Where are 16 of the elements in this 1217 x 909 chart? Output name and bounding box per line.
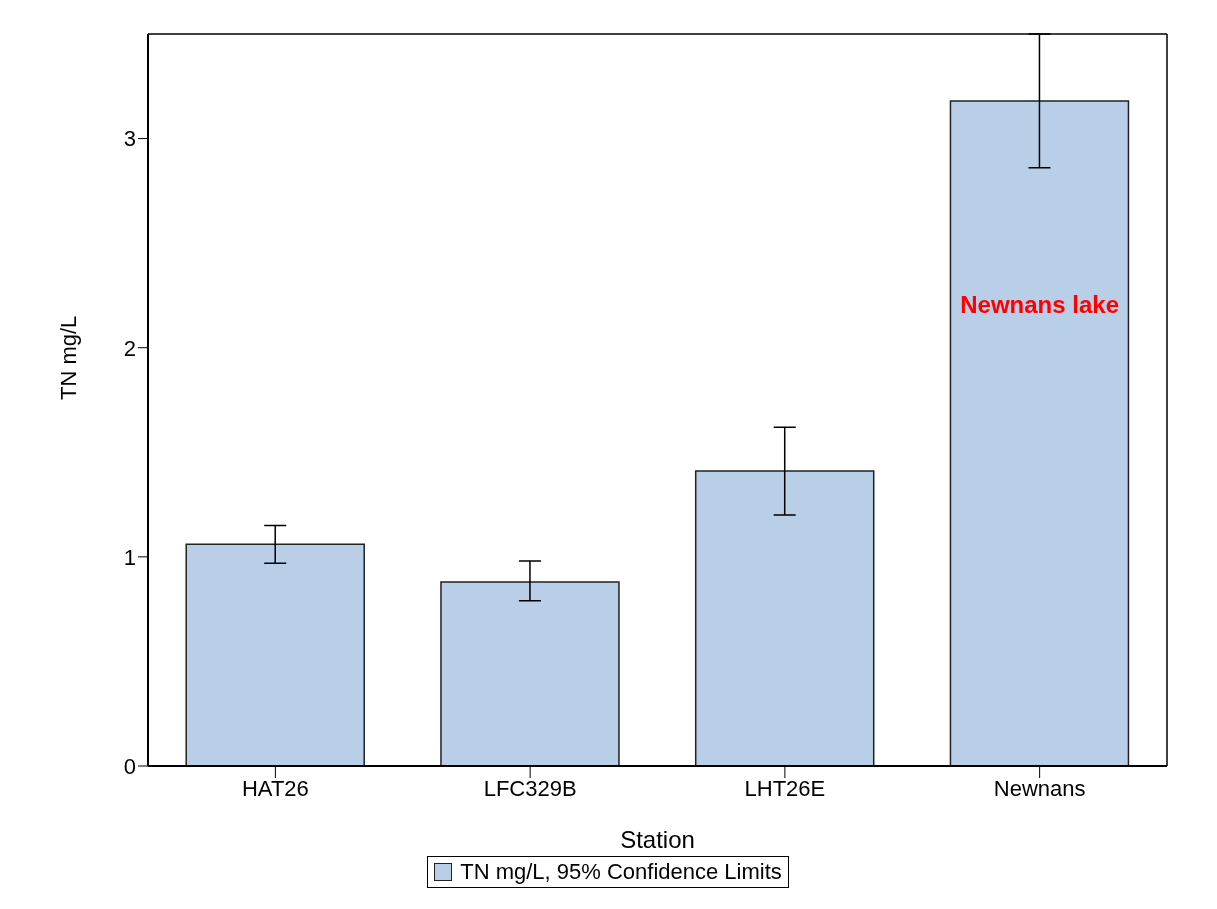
bar xyxy=(185,543,365,766)
x-tick-label: LHT26E xyxy=(744,775,826,801)
bar xyxy=(440,581,620,766)
y-tick-label: 3 xyxy=(123,126,136,152)
annotation: Newnans lake xyxy=(960,291,1119,319)
y-tick-label: 1 xyxy=(123,544,136,570)
y-tick-label: 2 xyxy=(123,335,136,361)
y-tick-label: 0 xyxy=(123,753,136,779)
x-tick-label: HAT26 xyxy=(241,775,309,801)
x-tick-label: Newnans xyxy=(993,775,1086,801)
bar xyxy=(949,100,1130,766)
x-tick-label: LFC329B xyxy=(483,775,577,801)
bar xyxy=(694,470,875,766)
y-axis-title: TN mg/L xyxy=(55,315,81,400)
legend-label: TN mg/L, 95% Confidence Limits xyxy=(460,859,782,885)
x-axis-title: Station xyxy=(620,826,695,853)
